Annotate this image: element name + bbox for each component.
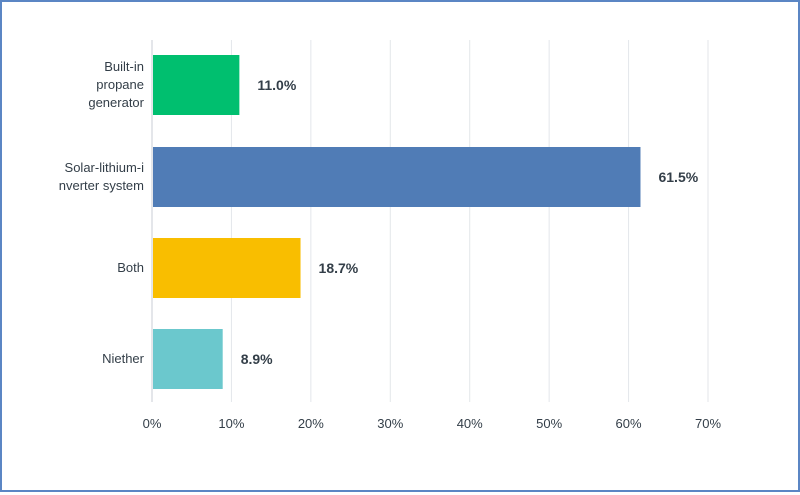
data-label: 8.9% <box>241 351 273 367</box>
data-label: 18.7% <box>319 260 359 276</box>
category-label-line: Both <box>117 260 144 275</box>
data-label: 11.0% <box>257 77 296 93</box>
category-label-line: generator <box>88 95 144 110</box>
category-label-line: propane <box>96 77 144 92</box>
category-label-line: Solar-lithium-i <box>65 160 145 175</box>
bar <box>153 329 223 389</box>
category-label-line: Niether <box>102 351 145 366</box>
category-label: Both <box>117 260 144 275</box>
x-tick-label: 0% <box>143 416 162 431</box>
bar <box>153 55 240 115</box>
x-tick-label: 20% <box>298 416 324 431</box>
category-label: Solar-lithium-i nverter system <box>59 160 144 193</box>
x-tick-label: 10% <box>218 416 244 431</box>
x-tick-label: 30% <box>377 416 403 431</box>
data-label: 61.5% <box>658 169 698 185</box>
x-tick-label: 60% <box>616 416 642 431</box>
category-label-line: Built-in <box>104 59 144 74</box>
x-tick-label: 70% <box>695 416 721 431</box>
category-label: Niether <box>102 351 145 366</box>
category-label-line: nverter system <box>59 178 144 193</box>
bar <box>153 147 641 207</box>
bar <box>153 238 301 298</box>
x-tick-label: 40% <box>457 416 483 431</box>
category-label: Built-in propane generator <box>88 59 144 110</box>
x-tick-label: 50% <box>536 416 562 431</box>
